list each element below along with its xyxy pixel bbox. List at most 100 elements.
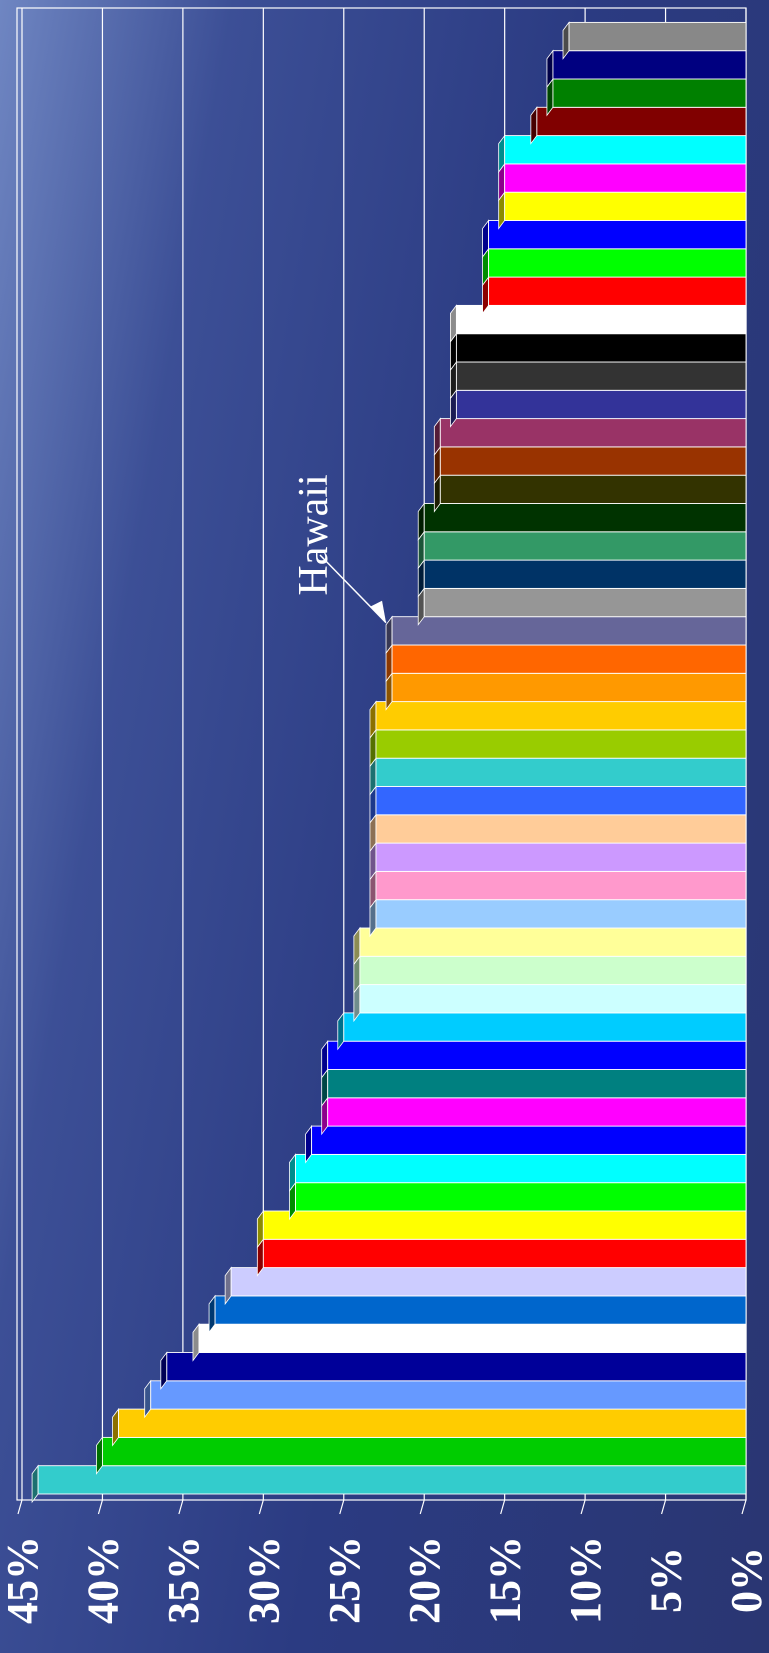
- bar-face: [375, 757, 747, 787]
- bar: [353, 955, 747, 994]
- bar-face: [552, 50, 747, 80]
- tick-label: 20%: [400, 1536, 449, 1624]
- tick-label: 10%: [561, 1536, 610, 1624]
- annotation-label: Hawaii: [291, 474, 337, 595]
- bar-face: [262, 1238, 747, 1269]
- bar: [369, 785, 747, 824]
- bar-face: [343, 1012, 747, 1042]
- bar: [321, 1039, 747, 1079]
- bar: [353, 983, 747, 1023]
- bar: [417, 502, 747, 541]
- bar: [112, 1407, 747, 1447]
- bar-face: [455, 361, 747, 391]
- bar-face: [375, 814, 747, 844]
- bar: [417, 587, 747, 626]
- bar: [369, 870, 747, 909]
- bar-face: [37, 1465, 747, 1495]
- bar-face: [375, 842, 747, 872]
- bar-face: [504, 163, 747, 193]
- bar-face: [423, 503, 747, 533]
- bar: [498, 190, 747, 230]
- bar-face: [391, 616, 747, 646]
- bar-face: [488, 248, 747, 278]
- bar: [289, 1153, 747, 1192]
- bar: [144, 1379, 747, 1419]
- tick-mark: [339, 1499, 345, 1515]
- bar-face: [391, 672, 747, 703]
- tick-label: 45%: [0, 1536, 47, 1624]
- bar: [385, 615, 747, 655]
- bar: [385, 643, 747, 683]
- bar-face: [455, 304, 747, 335]
- bar: [96, 1436, 747, 1475]
- bar-face: [423, 587, 747, 618]
- bar-face: [150, 1380, 747, 1410]
- bar-face: [359, 955, 747, 986]
- bar-face: [391, 644, 747, 674]
- bar: [530, 106, 747, 145]
- bar: [369, 700, 747, 740]
- tick-mark: [258, 1499, 264, 1515]
- bar-face: [552, 78, 747, 108]
- bar: [449, 360, 747, 400]
- bar-face: [295, 1153, 747, 1184]
- bar: [369, 813, 747, 853]
- bar: [337, 1011, 747, 1051]
- tick-mark: [419, 1499, 425, 1515]
- bar-face: [504, 135, 747, 165]
- tick-mark: [741, 1499, 747, 1515]
- tick-label: 15%: [481, 1536, 530, 1624]
- bar: [498, 162, 747, 202]
- bar: [498, 134, 747, 174]
- bar-face: [262, 1210, 747, 1240]
- bar: [433, 445, 747, 485]
- bar: [321, 1096, 747, 1136]
- bar-face: [439, 474, 747, 504]
- annotation-arrowhead: [370, 600, 387, 623]
- bar: [369, 898, 747, 938]
- bar-face: [214, 1295, 747, 1325]
- tick-label: 40%: [78, 1536, 127, 1624]
- bar: [369, 728, 747, 768]
- bar-face: [423, 531, 747, 561]
- bar: [482, 247, 747, 287]
- bar-end-face: [31, 1464, 39, 1504]
- bar-face: [439, 446, 747, 476]
- bar-face: [295, 1182, 747, 1212]
- bar: [353, 926, 747, 966]
- bar: [256, 1209, 747, 1249]
- bar-face: [327, 1040, 747, 1070]
- bar: [562, 21, 747, 60]
- bar-face: [375, 899, 747, 929]
- bar-face: [198, 1323, 747, 1353]
- bar: [208, 1294, 747, 1334]
- tick-mark: [660, 1499, 667, 1515]
- bar-face: [568, 21, 747, 52]
- bar: [289, 1181, 747, 1221]
- bar: [449, 332, 747, 372]
- bar-face: [504, 191, 747, 221]
- bar-face: [375, 870, 747, 901]
- bar-face: [455, 333, 747, 363]
- bar: [369, 841, 747, 881]
- tick-mark: [178, 1499, 184, 1515]
- bar-face: [375, 786, 747, 816]
- bar-face: [455, 389, 747, 420]
- bar-face: [359, 984, 747, 1014]
- bar: [449, 304, 747, 343]
- tick-mark: [580, 1499, 586, 1515]
- tick-label: 35%: [159, 1536, 208, 1624]
- tick-label: 30%: [239, 1536, 288, 1624]
- bar: [417, 558, 747, 598]
- bar-face: [101, 1436, 747, 1467]
- tick-mark: [97, 1499, 104, 1515]
- bar-face: [375, 701, 747, 731]
- bar-face: [359, 927, 747, 957]
- bar-face: [439, 418, 747, 448]
- bar-face: [118, 1408, 747, 1438]
- bar: [256, 1238, 747, 1277]
- bar: [224, 1266, 747, 1306]
- bar-face: [488, 276, 747, 306]
